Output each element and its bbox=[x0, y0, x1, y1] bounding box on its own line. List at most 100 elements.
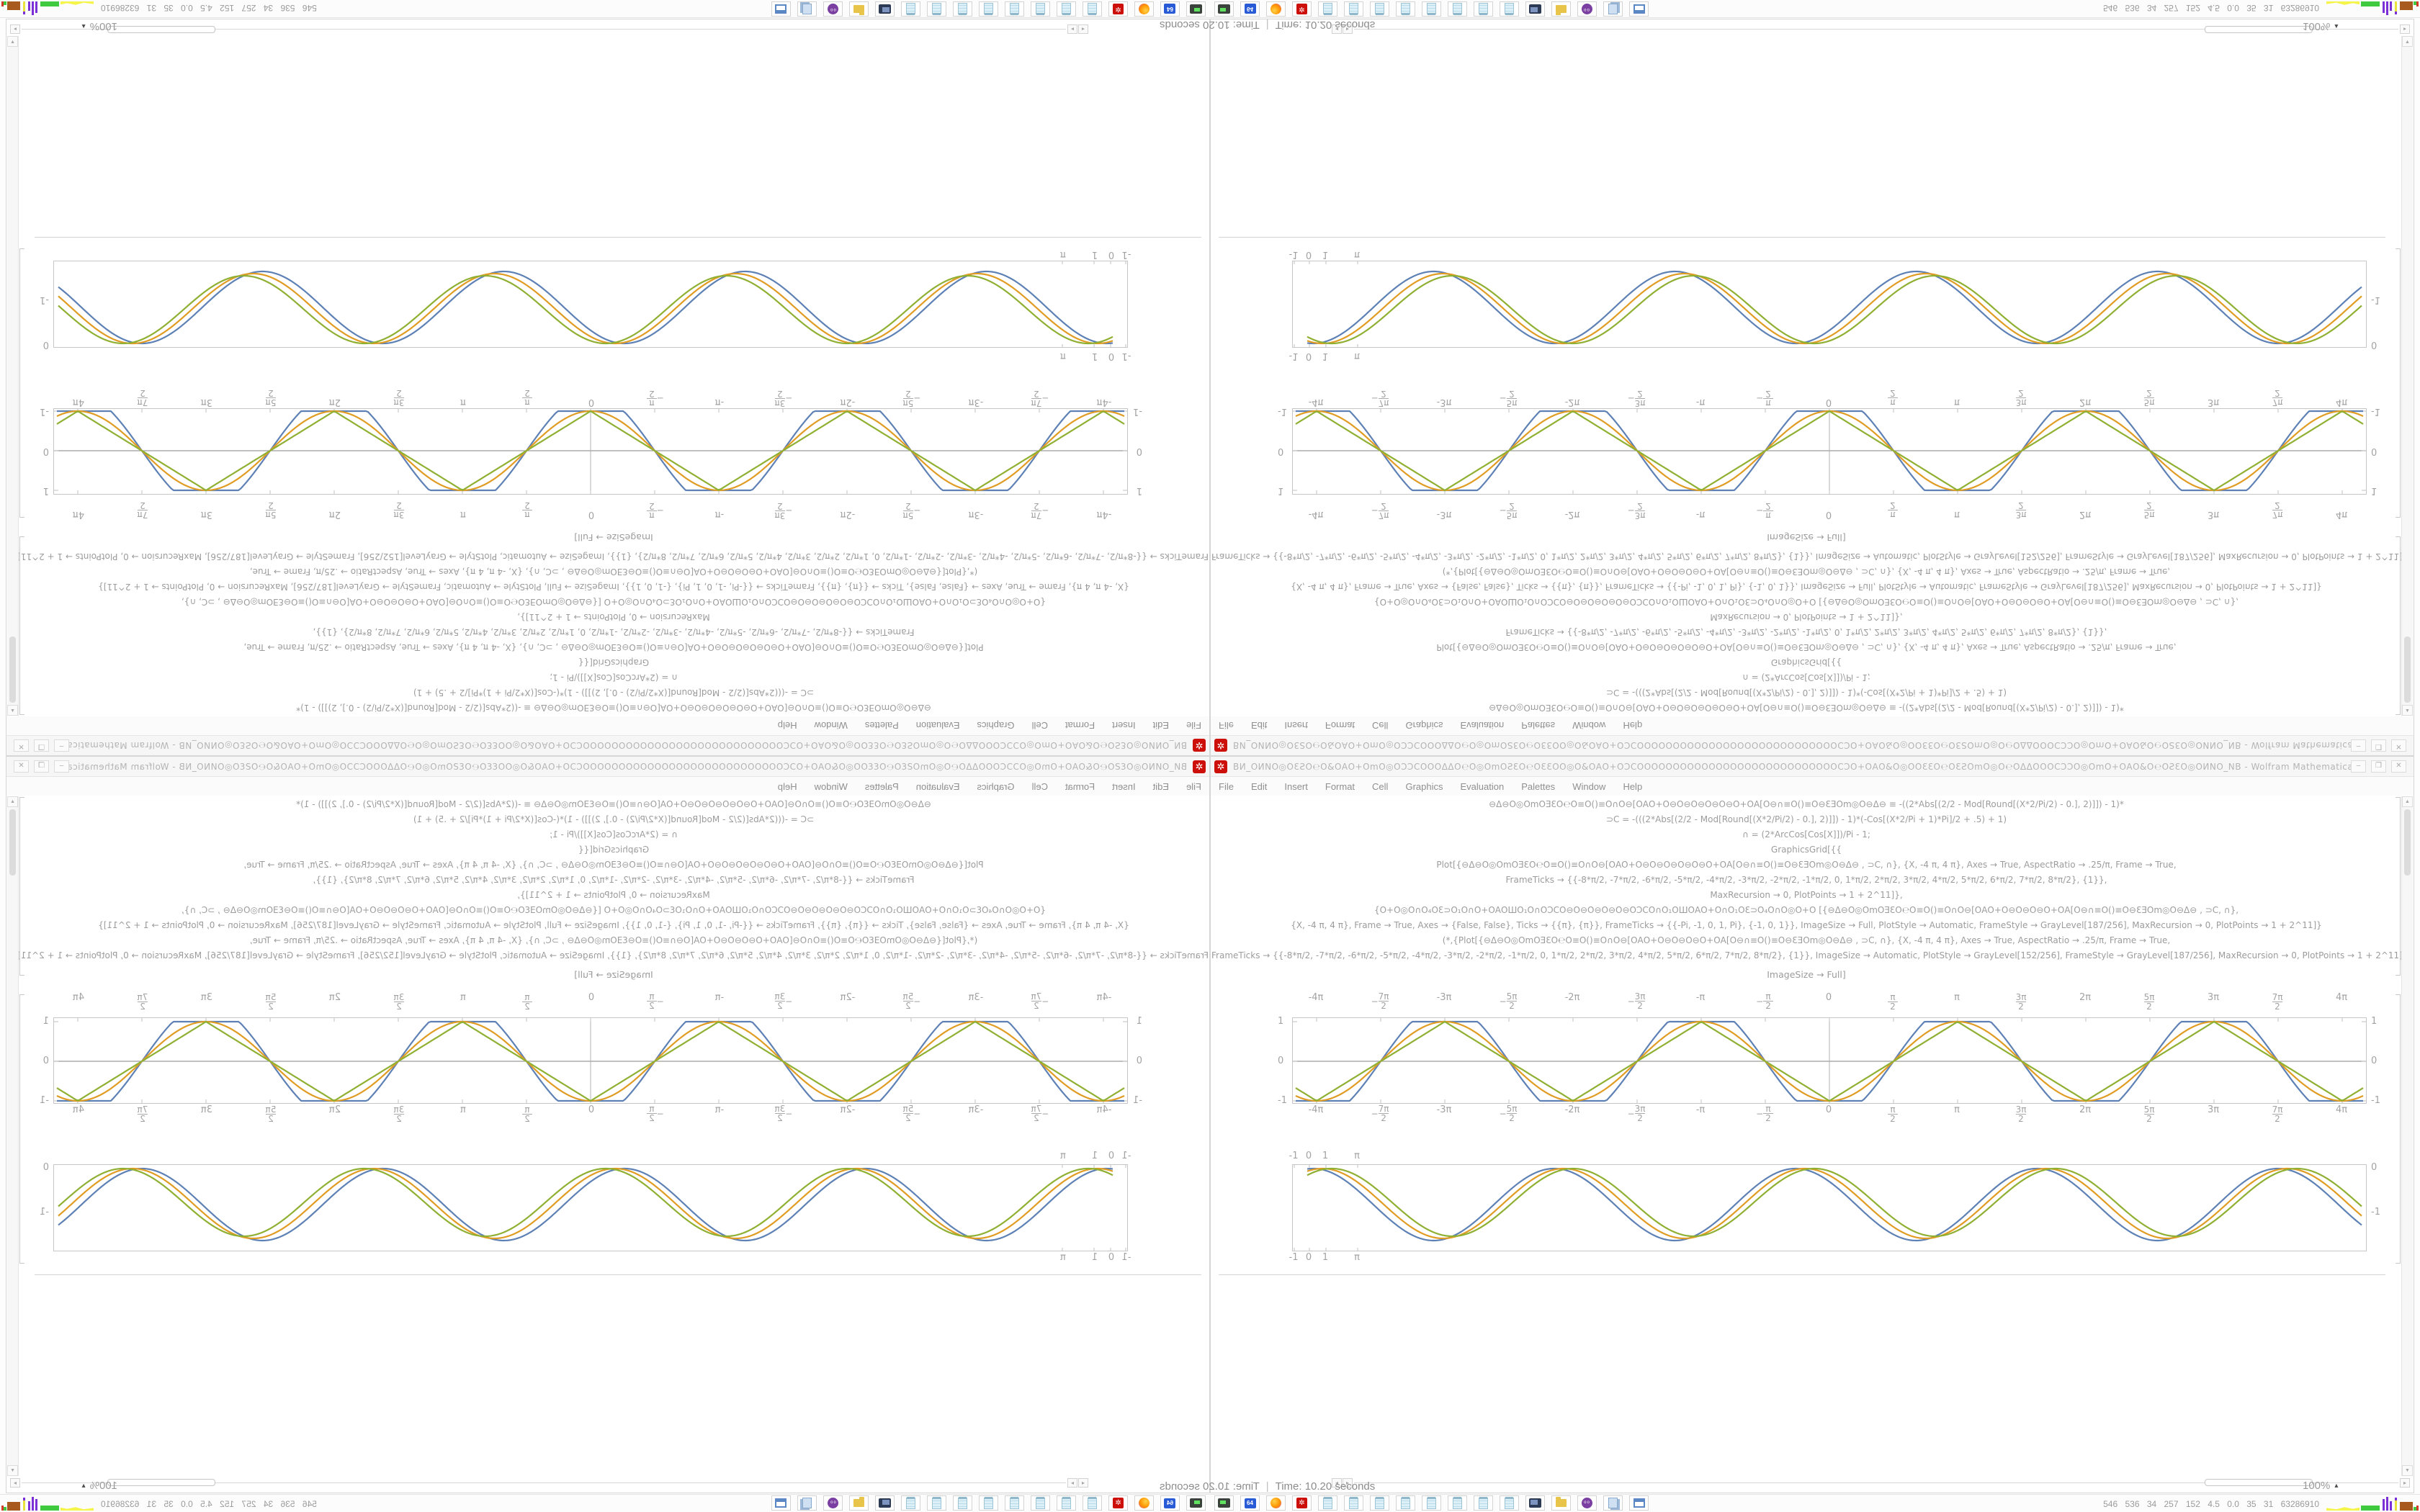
scroll-right-icon-left[interactable]: ▸ bbox=[1067, 24, 1077, 34]
maximize-button[interactable]: ❐ bbox=[2371, 739, 2386, 752]
scroll-left-icon[interactable]: ◂ bbox=[1078, 24, 1088, 34]
menu-file[interactable]: File bbox=[1186, 720, 1201, 732]
horizontal-scrollbar-thumb[interactable] bbox=[107, 26, 215, 33]
cell-bracket-output[interactable] bbox=[19, 994, 24, 1264]
owl-icon[interactable]: oo bbox=[823, 1495, 843, 1511]
notepad-icon[interactable] bbox=[1370, 1, 1389, 17]
scroll-right-icon[interactable]: ▸ bbox=[10, 24, 20, 34]
cell-bracket-output[interactable] bbox=[2396, 994, 2401, 1264]
scroll-up-icon[interactable]: ▲ bbox=[7, 796, 18, 807]
cell-bracket-output[interactable] bbox=[19, 248, 24, 518]
notepad-icon[interactable] bbox=[953, 1495, 972, 1511]
notepad-icon[interactable] bbox=[1344, 1, 1363, 17]
menu-window[interactable]: Window bbox=[1572, 780, 1606, 792]
owl-icon[interactable]: oo bbox=[1577, 1, 1597, 17]
menu-format[interactable]: Format bbox=[1325, 780, 1355, 792]
minimize-button[interactable]: – bbox=[54, 760, 69, 773]
mathematica-icon[interactable]: ✲ bbox=[1108, 1495, 1128, 1511]
notepad-icon[interactable] bbox=[1318, 1, 1337, 17]
close-button[interactable]: ✕ bbox=[14, 760, 29, 773]
floppy64-icon[interactable]: 64 bbox=[1160, 1495, 1180, 1511]
menu-window[interactable]: Window bbox=[1572, 720, 1606, 732]
monitor-icon[interactable] bbox=[875, 1495, 895, 1511]
notepad-icon[interactable] bbox=[1448, 1495, 1467, 1511]
folder-icon[interactable] bbox=[849, 1, 869, 17]
documents-icon[interactable] bbox=[1603, 1495, 1623, 1511]
firefox-icon[interactable] bbox=[1266, 1, 1286, 17]
magnification-control[interactable]: 100% ▴ bbox=[2303, 1480, 2338, 1492]
menu-file[interactable]: File bbox=[1186, 780, 1201, 792]
menu-edit[interactable]: Edit bbox=[1152, 720, 1170, 732]
window-frame-icon[interactable] bbox=[1629, 1495, 1649, 1511]
menu-cell[interactable]: Cell bbox=[1372, 720, 1389, 732]
minimize-button[interactable]: – bbox=[2351, 760, 2366, 773]
scroll-up-icon[interactable]: ▲ bbox=[2402, 796, 2413, 807]
window-frame-icon[interactable] bbox=[771, 1, 791, 17]
notepad-icon[interactable] bbox=[1005, 1495, 1024, 1511]
code-cell[interactable]: ⊖Δ⊖Ο◎ΟmΟƎƐΟ℮Ο≡Ο()≡Ο∩Ο⊖[ΟΑΟ+Ο⊖Ο⊖Ο⊖Ο⊖Ο⊖Ο+Ο… bbox=[1211, 549, 2401, 716]
scroll-down-icon[interactable]: ▼ bbox=[7, 36, 18, 47]
minimize-button[interactable]: – bbox=[2351, 739, 2366, 752]
notepad-icon[interactable] bbox=[1474, 1495, 1493, 1511]
scroll-down-icon[interactable]: ▼ bbox=[2402, 36, 2413, 47]
menu-format[interactable]: Format bbox=[1065, 780, 1095, 792]
menu-palettes[interactable]: Palettes bbox=[1521, 720, 1556, 732]
menu-file[interactable]: File bbox=[1219, 780, 1234, 792]
firefox-icon[interactable] bbox=[1134, 1, 1154, 17]
menu-graphics[interactable]: Graphics bbox=[977, 720, 1015, 732]
menu-help[interactable]: Help bbox=[1623, 720, 1643, 732]
scroll-up-icon[interactable]: ▲ bbox=[2402, 705, 2413, 716]
menu-edit[interactable]: Edit bbox=[1152, 780, 1170, 792]
menu-window[interactable]: Window bbox=[814, 780, 848, 792]
notepad-icon[interactable] bbox=[1057, 1495, 1076, 1511]
menu-edit[interactable]: Edit bbox=[1250, 780, 1268, 792]
magnification-control[interactable]: 100% ▴ bbox=[82, 1480, 117, 1492]
window-titlebar[interactable]: ✲ ΒИ_ΟИΝΟ◎ΟƐƧΟ℮Ο&ΟΑΟ+ΟmΟ◎ΟƆƆϹΟΟΟΔΔΟ℮Ο◎Οm… bbox=[1211, 757, 2414, 777]
mathematica-icon[interactable]: ✲ bbox=[1292, 1, 1312, 17]
notepad-icon[interactable] bbox=[979, 1495, 998, 1511]
vertical-scrollbar-thumb[interactable] bbox=[2404, 636, 2411, 703]
floppy64-icon[interactable]: 64 bbox=[1240, 1, 1260, 17]
menu-graphics[interactable]: Graphics bbox=[1405, 780, 1443, 792]
notepad-icon[interactable] bbox=[901, 1, 920, 17]
scroll-up-icon[interactable]: ▲ bbox=[7, 705, 18, 716]
horizontal-scrollbar-thumb[interactable] bbox=[2205, 1479, 2313, 1486]
window-titlebar[interactable]: ✲ ΒИ_ΟИΝΟ◎ΟƐƧΟ℮Ο&ΟΑΟ+ΟmΟ◎ΟƆƆϹΟΟΟΔΔΟ℮Ο◎Οm… bbox=[6, 757, 1209, 777]
cell-bracket-input[interactable] bbox=[19, 797, 24, 976]
notepad-icon[interactable] bbox=[1031, 1495, 1050, 1511]
menu-file[interactable]: File bbox=[1219, 720, 1234, 732]
notepad-icon[interactable] bbox=[1396, 1495, 1415, 1511]
menu-palettes[interactable]: Palettes bbox=[864, 720, 899, 732]
notepad-icon[interactable] bbox=[1474, 1, 1493, 17]
menu-help[interactable]: Help bbox=[777, 720, 797, 732]
notepad-icon[interactable] bbox=[1031, 1, 1050, 17]
scroll-right-icon-left[interactable]: ▸ bbox=[1343, 1478, 1353, 1488]
vertical-scrollbar-thumb[interactable] bbox=[9, 636, 16, 703]
documents-icon[interactable] bbox=[797, 1, 817, 17]
notepad-icon[interactable] bbox=[1422, 1, 1441, 17]
menu-insert[interactable]: Insert bbox=[1284, 780, 1308, 792]
notepad-icon[interactable] bbox=[979, 1, 998, 17]
cell-bracket-input[interactable] bbox=[2396, 536, 2401, 715]
window-titlebar[interactable]: ✲ ΒИ_ΟИΝΟ◎ΟƐƧΟ℮Ο&ΟΑΟ+ΟmΟ◎ΟƆƆϹΟΟΟΔΔΟ℮Ο◎Οm… bbox=[6, 735, 1209, 755]
notepad-icon[interactable] bbox=[1500, 1495, 1519, 1511]
code-cell[interactable]: ⊖Δ⊖Ο◎ΟmΟƎƐΟ℮Ο≡Ο()≡Ο∩Ο⊖[ΟΑΟ+Ο⊖Ο⊖Ο⊖Ο⊖Ο⊖Ο+Ο… bbox=[19, 796, 1209, 963]
notepad-icon[interactable] bbox=[1448, 1, 1467, 17]
mathematica-icon[interactable]: ✲ bbox=[1108, 1, 1128, 17]
documents-icon[interactable] bbox=[1603, 1, 1623, 17]
vertical-scrollbar[interactable]: ▲ ▼ bbox=[2401, 796, 2413, 1476]
maximize-button[interactable]: ❐ bbox=[34, 739, 49, 752]
monitor-icon[interactable] bbox=[875, 1, 895, 17]
menu-insert[interactable]: Insert bbox=[1112, 780, 1136, 792]
menu-evaluation[interactable]: Evaluation bbox=[1460, 720, 1505, 732]
notepad-icon[interactable] bbox=[1370, 1495, 1389, 1511]
menu-edit[interactable]: Edit bbox=[1250, 720, 1268, 732]
notepad-icon[interactable] bbox=[901, 1495, 920, 1511]
code-cell[interactable]: ⊖Δ⊖Ο◎ΟmΟƎƐΟ℮Ο≡Ο()≡Ο∩Ο⊖[ΟΑΟ+Ο⊖Ο⊖Ο⊖Ο⊖Ο⊖Ο+Ο… bbox=[1211, 796, 2401, 963]
notepad-icon[interactable] bbox=[1500, 1, 1519, 17]
scroll-left-icon[interactable]: ◂ bbox=[1332, 1478, 1342, 1488]
menu-format[interactable]: Format bbox=[1325, 720, 1355, 732]
menu-evaluation[interactable]: Evaluation bbox=[915, 720, 960, 732]
horizontal-scrollbar-thumb[interactable] bbox=[2205, 26, 2313, 33]
notepad-icon[interactable] bbox=[953, 1, 972, 17]
